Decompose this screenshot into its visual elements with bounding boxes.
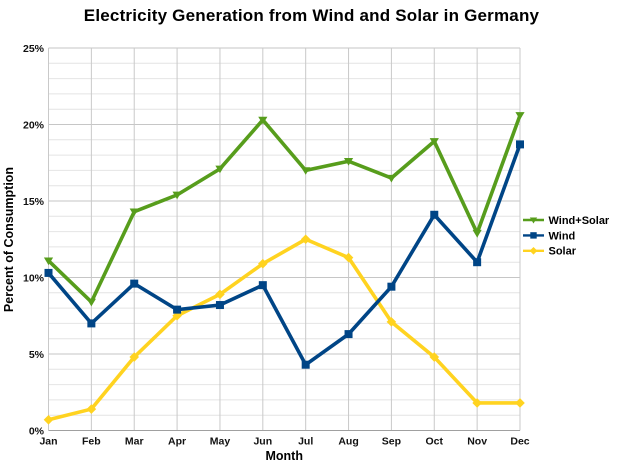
diamond-marker: [215, 289, 225, 300]
diamond-marker: [258, 258, 268, 269]
legend-item-solar: Solar: [523, 246, 577, 258]
square-marker: [44, 268, 53, 277]
diamond-marker: [429, 352, 440, 362]
legend: Wind+Solar Wind Solar: [523, 215, 610, 258]
triangle-down-marker: [529, 217, 538, 224]
series-solar: [43, 234, 525, 425]
triangle-down-marker: [43, 257, 54, 266]
triangle-down-marker: [429, 138, 439, 146]
legend-label-wind-solar: Wind+Solar: [549, 215, 610, 227]
square-marker: [301, 360, 310, 369]
legend-label-solar: Solar: [549, 246, 577, 258]
square-marker: [344, 330, 353, 339]
y-tick-label: 10%: [23, 272, 45, 284]
legend-label-wind: Wind: [549, 230, 576, 242]
square-marker: [87, 319, 96, 328]
chart-title: Electricity Generation from Wind and Sol…: [83, 6, 540, 25]
triangle-down-marker: [258, 116, 268, 125]
diamond-marker: [386, 317, 397, 327]
diamond-marker: [129, 352, 140, 362]
triangle-down-marker: [386, 174, 397, 183]
diamond-marker: [515, 398, 525, 408]
x-axis-title: Month: [266, 449, 303, 463]
square-marker: [530, 232, 537, 239]
series-wind-solar: [43, 112, 525, 307]
square-marker: [258, 281, 267, 290]
triangle-down-marker: [172, 191, 182, 200]
square-marker: [430, 210, 439, 219]
diamond-marker: [343, 252, 354, 263]
square-marker: [130, 279, 139, 288]
square-marker: [516, 140, 524, 149]
triangle-down-marker: [86, 298, 96, 307]
y-tick-label: 25%: [23, 43, 45, 55]
x-tick-label: Nov: [467, 436, 487, 448]
legend-item-wind-solar: Wind+Solar: [523, 215, 610, 227]
y-tick-label: 15%: [23, 196, 45, 208]
y-tick-label: 5%: [29, 349, 45, 361]
x-tick-label: Mar: [125, 436, 144, 448]
series-line-wind: [47, 143, 522, 368]
x-tick-label: Jun: [253, 436, 272, 448]
x-tick-label: Sep: [382, 436, 401, 448]
y-tick-label: 20%: [23, 119, 45, 131]
triangle-down-marker: [515, 112, 525, 120]
x-tick-label: Oct: [426, 436, 444, 448]
square-marker: [387, 282, 396, 291]
triangle-down-marker: [343, 158, 354, 166]
y-tick-label: 0%: [29, 425, 45, 437]
square-marker: [173, 305, 182, 314]
legend-item-wind: Wind: [523, 230, 575, 242]
triangle-down-marker: [301, 167, 311, 175]
diamond-marker: [43, 414, 54, 425]
x-tick-label: Dec: [510, 436, 529, 448]
square-marker: [473, 258, 482, 267]
gridlines: [48, 47, 521, 431]
triangle-down-marker: [129, 208, 139, 217]
x-tick-label: Jan: [39, 436, 57, 448]
series-line-wind-solar: [47, 114, 522, 306]
diamond-marker: [86, 404, 97, 414]
x-tick-label: Jul: [298, 436, 313, 448]
triangle-down-marker: [215, 165, 225, 174]
triangle-down-marker: [472, 229, 482, 238]
diamond-marker: [529, 246, 538, 255]
series-wind: [44, 140, 524, 369]
diamond-marker: [300, 234, 311, 245]
x-tick-label: Apr: [168, 436, 186, 448]
x-tick-label: May: [210, 436, 231, 448]
diamond-marker: [472, 398, 482, 408]
square-marker: [215, 301, 224, 310]
y-axis-title: Percent of Consumption: [2, 167, 16, 312]
x-tick-label: Feb: [82, 436, 101, 448]
series-line-solar: [48, 237, 520, 422]
x-tick-label: Aug: [338, 436, 358, 448]
